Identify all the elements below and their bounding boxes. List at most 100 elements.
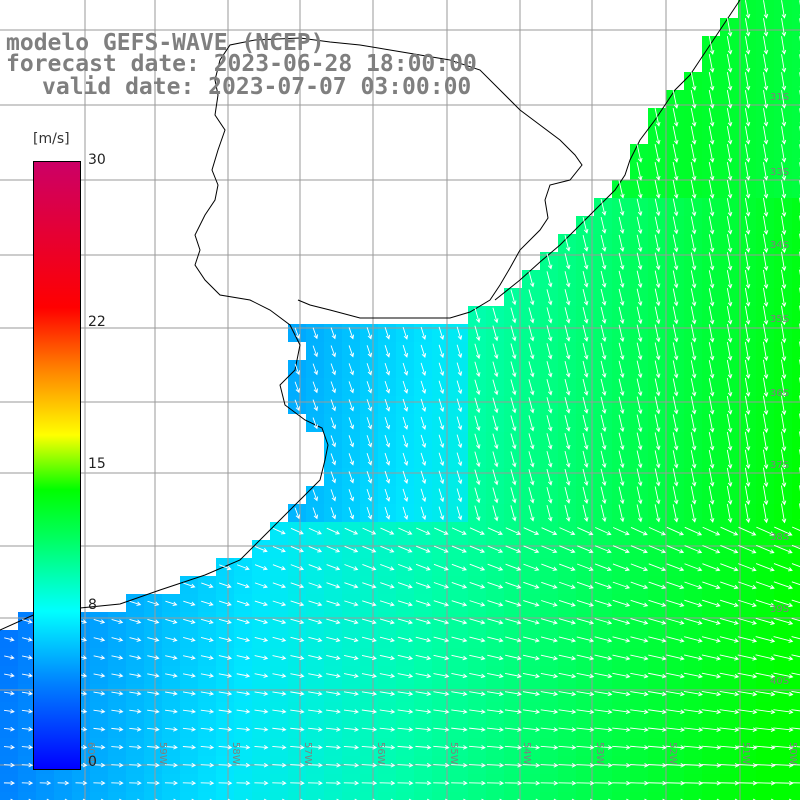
wind-arrow [254,691,269,696]
wind-arrow [594,672,613,679]
wind-arrow [744,485,751,506]
wind-arrow [200,691,215,696]
wind-arrow [343,745,360,750]
wind-arrow [433,618,450,625]
wind-arrow [182,691,196,696]
latitude-label: 38S [770,532,789,543]
wind-cell [792,558,800,576]
wind-arrow [726,234,733,253]
wind-arrow [708,503,715,523]
wind-arrow [763,54,769,73]
wind-arrow [600,432,607,451]
wind-arrow [737,727,758,732]
forecast-date: forecast date: 2023-06-28 18:00:00 [6,51,477,77]
wind-arrow [701,618,721,625]
wind-arrow [330,453,337,466]
wind-arrow [636,216,643,235]
wind-arrow [708,161,715,181]
wind-arrow [690,198,697,217]
wind-arrow [523,563,540,571]
wind-arrow [781,0,787,19]
latitude-label: 34S [770,240,789,251]
wind-arrow [647,780,668,786]
wind-arrow [93,744,106,750]
wind-arrow [528,469,535,486]
wind-arrow [666,618,685,625]
wind-arrow [236,744,251,750]
wind-arrow [236,636,251,643]
longitude-label: 54W [521,742,532,765]
wind-arrow [474,469,481,486]
wind-arrow [528,433,535,450]
wind-arrow [726,359,733,379]
wind-arrow [791,581,800,586]
wind-arrow [719,780,740,786]
wind-arrow [129,744,142,750]
wind-arrow [523,545,540,553]
wind-arrow [726,270,733,289]
wind-arrow [618,360,625,379]
wind-arrow [254,582,268,589]
wind-cell [432,792,450,800]
wind-arrow [744,180,751,199]
wind-cell [792,450,800,468]
wind-arrow [781,215,787,236]
wind-arrow [708,125,715,145]
wind-arrow [22,619,33,624]
wind-arrow [93,673,106,678]
wind-arrow [21,780,34,786]
wind-arrow [755,690,776,697]
wind-arrow [165,709,178,714]
wind-arrow [3,762,15,768]
wind-arrow [111,709,124,714]
wind-arrow [672,270,679,289]
longitude-label: 51W [740,742,751,765]
wind-arrow [290,762,305,768]
wind-arrow [505,527,522,536]
wind-arrow [666,672,685,679]
wind-cell [90,792,108,800]
wind-cell [792,180,800,198]
wind-arrow [594,654,613,661]
wind-arrow [451,636,468,643]
wind-arrow [433,654,450,661]
colorbar-tick-label: 15 [88,455,106,472]
wind-arrow [744,341,751,361]
wind-arrow [522,691,541,697]
wind-arrow [218,691,233,696]
wind-arrow [690,107,697,127]
wind-arrow [600,324,607,342]
wind-arrow [720,581,739,590]
wind-arrow [594,599,613,607]
wind-arrow [630,672,649,679]
wind-arrow [451,709,468,714]
colorbar-tick-label: 30 [88,152,106,168]
wind-arrow [701,763,722,768]
wind-arrow [672,360,679,379]
wind-arrow [781,90,787,109]
wind-arrow [726,144,733,163]
wind-arrow [582,450,589,468]
wind-arrow [510,307,517,324]
wind-arrow [415,563,431,571]
wind-arrow [528,343,535,360]
wind-arrow [487,654,504,661]
wind-arrow [254,673,269,678]
wind-arrow [147,780,160,786]
wind-arrow [348,453,355,466]
wind-arrow [504,780,523,786]
wind-arrow [636,306,643,325]
wind-arrow [129,618,142,624]
wind-arrow [397,618,413,625]
wind-arrow [708,89,715,109]
wind-arrow [164,744,178,750]
wind-arrow [420,380,427,394]
wind-cell [792,630,800,648]
wind-cell [792,252,800,270]
wind-arrow [451,654,468,661]
wind-arrow [469,762,486,768]
wind-cell [792,504,800,522]
wind-arrow [781,233,787,254]
wind-arrow [487,691,504,697]
wind-arrow [492,469,499,486]
